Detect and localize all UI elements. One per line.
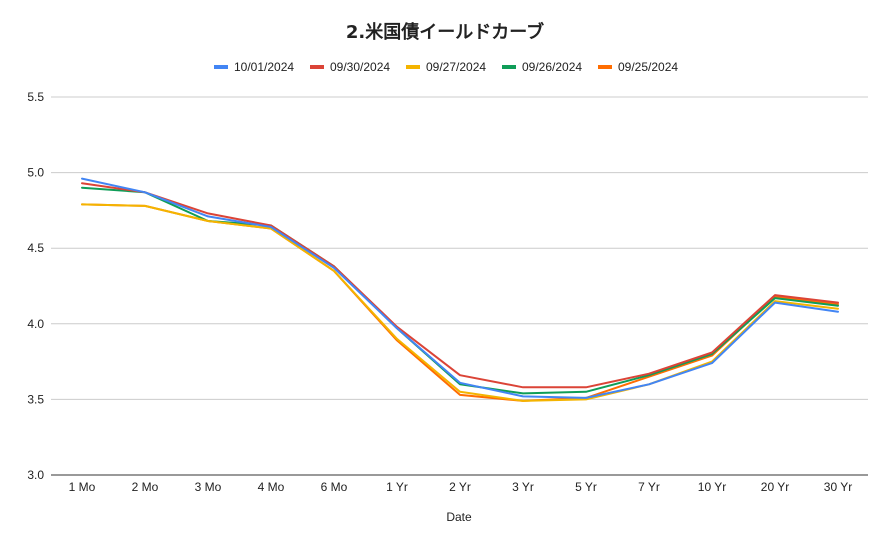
series-lines bbox=[81, 177, 839, 402]
gridlines bbox=[51, 96, 868, 400]
y-tick-label: 4.5 bbox=[27, 241, 44, 255]
series-line-09-27-2024 bbox=[81, 203, 839, 402]
series-line-10-01-2024 bbox=[81, 177, 839, 399]
legend-item: 09/30/2024 bbox=[310, 60, 390, 74]
legend-item: 09/26/2024 bbox=[502, 60, 582, 74]
legend-item: 09/25/2024 bbox=[598, 60, 678, 74]
y-tick-label: 3.5 bbox=[27, 392, 44, 406]
y-tick-label: 5.5 bbox=[27, 90, 44, 104]
x-tick-label: 10 Yr bbox=[698, 480, 726, 494]
x-tick-label: 1 Yr bbox=[386, 480, 408, 494]
legend-label: 09/25/2024 bbox=[618, 60, 678, 74]
y-tick-label: 4.0 bbox=[27, 317, 44, 331]
legend-label: 10/01/2024 bbox=[234, 60, 294, 74]
chart-title: 2.米国債イールドカーブ bbox=[346, 21, 544, 43]
x-tick-label: 3 Mo bbox=[195, 480, 222, 494]
x-tick-label: 30 Yr bbox=[824, 480, 852, 494]
legend-label: 09/30/2024 bbox=[330, 60, 390, 74]
legend-label: 09/27/2024 bbox=[426, 60, 486, 74]
x-tick-label: 3 Yr bbox=[512, 480, 534, 494]
series-line-09-30-2024 bbox=[81, 182, 839, 389]
legend-item: 09/27/2024 bbox=[406, 60, 486, 74]
x-axis-title: Date bbox=[446, 510, 472, 524]
legend-item: 10/01/2024 bbox=[214, 60, 294, 74]
x-tick-label: 20 Yr bbox=[761, 480, 789, 494]
y-tick-label: 5.0 bbox=[27, 166, 44, 180]
x-tick-label: 2 Mo bbox=[132, 480, 159, 494]
legend-label: 09/26/2024 bbox=[522, 60, 582, 74]
x-tick-label: 4 Mo bbox=[258, 480, 285, 494]
y-tick-label: 3.0 bbox=[27, 468, 44, 482]
y-axis-ticks: 3.0 3.5 4.0 4.5 5.0 5.5 bbox=[27, 90, 44, 482]
x-tick-label: 1 Mo bbox=[69, 480, 96, 494]
x-tick-label: 7 Yr bbox=[638, 480, 660, 494]
x-tick-label: 6 Mo bbox=[321, 480, 348, 494]
x-tick-label: 5 Yr bbox=[575, 480, 597, 494]
x-axis-ticks: 1 Mo 2 Mo 3 Mo 4 Mo 6 Mo 1 Yr 2 Yr 3 Yr 5 Yr 7 Yr… bbox=[69, 480, 853, 494]
legend: 10/01/2024 09/30/2024 09/27/2024 09/26/2024… bbox=[214, 60, 678, 74]
x-tick-label: 2 Yr bbox=[449, 480, 471, 494]
